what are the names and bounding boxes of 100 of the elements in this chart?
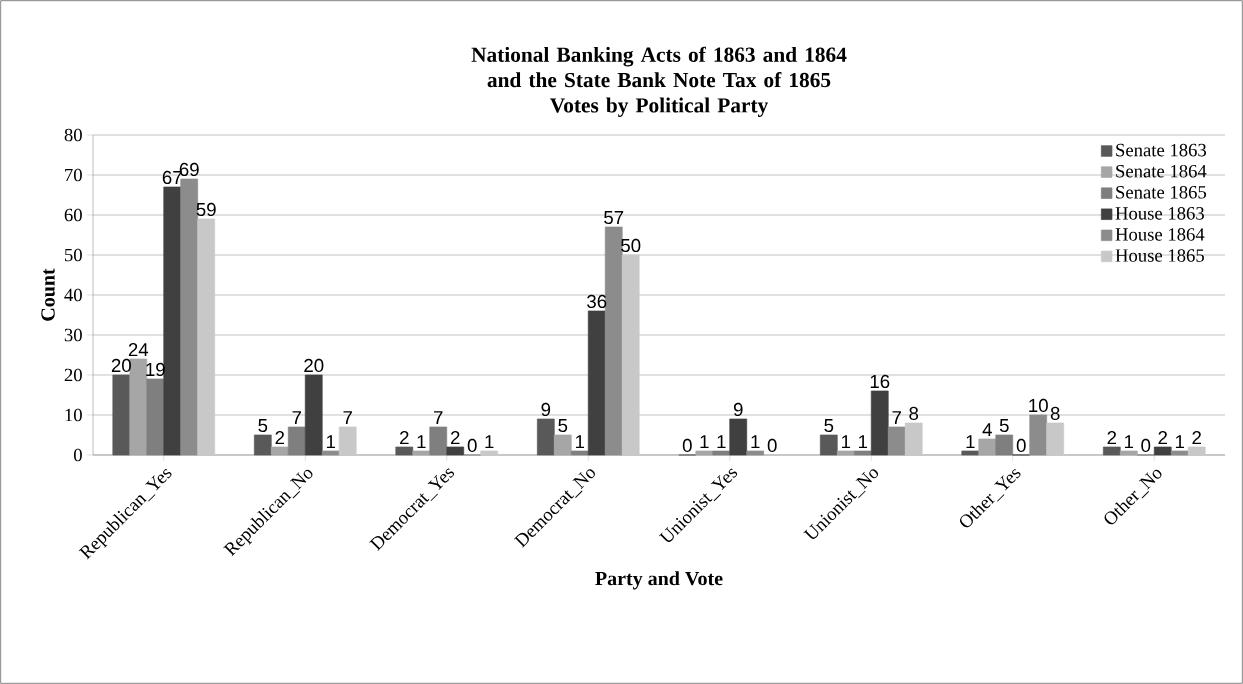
data-label: 16	[870, 374, 890, 389]
bar	[395, 446, 414, 456]
bar	[553, 434, 572, 456]
data-label: 1	[575, 435, 585, 449]
bar	[1119, 450, 1138, 456]
legend-label: House 1864	[1115, 228, 1205, 241]
data-label: 1	[700, 435, 709, 449]
data-label: 2	[1107, 431, 1117, 445]
legend-label: House 1863	[1115, 207, 1204, 220]
data-label: 1	[842, 435, 851, 449]
bar	[163, 186, 182, 456]
data-label: 4	[982, 423, 992, 437]
bar	[887, 426, 906, 456]
y-tick-label: 10	[65, 408, 82, 422]
y-tick-label: 50	[65, 248, 82, 262]
y-tick-label: 20	[64, 368, 82, 382]
data-label: 1	[1175, 435, 1184, 449]
data-label: 8	[909, 406, 919, 421]
y-tick-label: 80	[64, 128, 82, 142]
bar	[197, 218, 216, 456]
bar	[904, 422, 923, 456]
data-label: 1	[751, 435, 760, 449]
data-label: 0	[1016, 438, 1026, 453]
data-label: 0	[682, 438, 692, 453]
y-tick-label: 30	[64, 328, 82, 342]
data-label: 1	[326, 435, 336, 449]
data-label: 20	[111, 358, 131, 373]
data-label: 20	[304, 358, 324, 373]
data-label: 59	[196, 202, 216, 217]
data-label: 1	[858, 435, 868, 449]
data-label: 1	[966, 435, 975, 449]
legend-label: Senate 1864	[1116, 164, 1207, 178]
data-label: 1	[1125, 435, 1134, 449]
bar	[412, 450, 431, 456]
y-tick-label: 40	[64, 288, 82, 302]
data-label: 7	[892, 411, 901, 425]
bar	[712, 450, 731, 456]
bar	[870, 390, 889, 456]
data-label: 2	[1158, 431, 1167, 445]
data-label: 2	[275, 431, 285, 445]
data-label: 5	[824, 419, 834, 433]
x-axis-title: Party and Vote	[595, 571, 723, 590]
data-label: 1	[717, 435, 726, 449]
bar	[304, 374, 323, 456]
bar	[270, 446, 289, 456]
bar	[536, 418, 555, 456]
data-label: 2	[1192, 431, 1201, 445]
y-axis-title: Count	[41, 268, 55, 321]
legend-label: Senate 1863	[1116, 143, 1207, 157]
bar	[961, 450, 980, 456]
data-label: 0	[467, 438, 477, 453]
data-label: 2	[400, 431, 409, 445]
bar	[321, 450, 340, 456]
data-label: 7	[434, 411, 443, 425]
data-label: 1	[417, 435, 426, 449]
data-label: 7	[343, 411, 352, 425]
bar	[338, 426, 357, 456]
data-label: 7	[292, 411, 302, 425]
bar	[129, 358, 148, 456]
y-tick-label: 70	[65, 168, 82, 182]
bar	[112, 374, 131, 456]
data-label: 2	[450, 431, 460, 445]
bar	[746, 450, 765, 456]
data-label: 1	[485, 435, 494, 449]
data-label: 0	[1141, 438, 1151, 453]
bar	[287, 426, 306, 456]
bar	[1102, 446, 1121, 456]
legend-label: House 1865	[1115, 249, 1204, 262]
bar	[1187, 446, 1206, 456]
data-label: 36	[587, 294, 607, 309]
chart-title: National Banking Acts of 1863 and 1864 and the State Bank Note Tax of 1865	[471, 46, 847, 88]
data-label: 24	[128, 343, 149, 357]
data-label: 9	[733, 402, 743, 417]
data-label: 5	[558, 419, 568, 433]
bar	[729, 418, 748, 456]
data-label: 5	[999, 419, 1009, 433]
bar	[1170, 450, 1189, 456]
bar	[570, 450, 589, 456]
bar	[978, 438, 997, 456]
bar	[1153, 446, 1172, 456]
bar	[146, 378, 165, 456]
bar	[587, 310, 606, 456]
data-label: 8	[1050, 406, 1060, 421]
bar	[480, 450, 499, 456]
bar	[429, 426, 448, 456]
bar	[446, 446, 465, 456]
bar	[621, 254, 640, 456]
y-tick-label: 60	[64, 208, 82, 222]
bar	[819, 434, 838, 456]
chart-subtitle: Votes by Political Party	[550, 97, 769, 117]
data-label: 57	[604, 211, 624, 225]
bar	[1046, 422, 1065, 456]
bar	[836, 450, 855, 456]
data-label: 9	[541, 402, 551, 417]
bar	[695, 450, 714, 456]
legend-label: Senate 1865	[1116, 185, 1207, 199]
data-label: 0	[767, 438, 777, 453]
bar	[853, 450, 872, 456]
y-tick-label: 0	[73, 448, 82, 462]
bar	[253, 434, 272, 456]
